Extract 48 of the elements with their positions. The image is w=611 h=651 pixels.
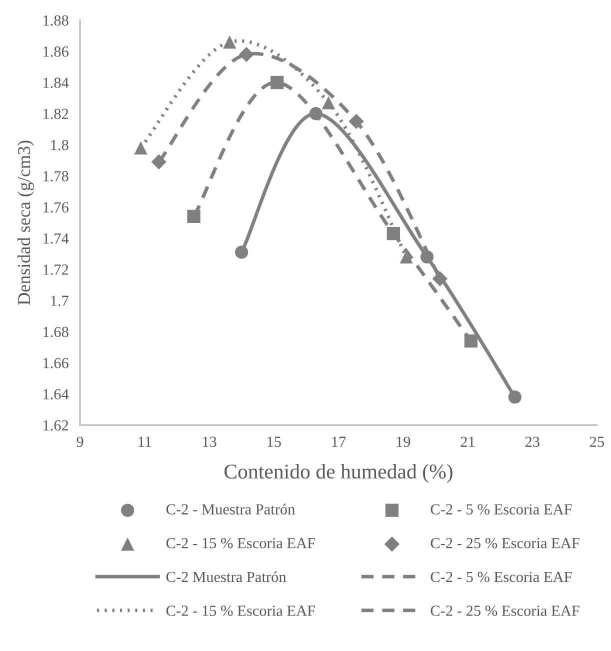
point (151, 154, 166, 170)
y-tick-label: 1.68 (44, 326, 68, 338)
x-tick-label: 19 (396, 436, 410, 447)
y-tick-label: 1.66 (44, 358, 68, 368)
point (134, 141, 148, 154)
point (386, 226, 400, 240)
y-tick-label: 1.86 (44, 46, 68, 57)
y-tick-label: 1.62 (44, 420, 68, 431)
y-tick-label: 1.74 (44, 233, 69, 244)
legend-label: C-2 Muestra Patrón (166, 571, 286, 582)
x-axis-title: Contenido de humedad (%) (224, 464, 452, 483)
point (270, 76, 284, 90)
legend-label: C-2 - 5 % Escoria EAF (430, 572, 572, 582)
point (322, 96, 336, 110)
x-tick-label: 23 (525, 436, 540, 447)
y-tick-label: 1.88 (44, 15, 68, 26)
x-tick-label: 11 (138, 436, 152, 447)
y-tick-label: 1.76 (44, 202, 68, 213)
point (187, 210, 200, 223)
x-tick-label: 15 (268, 436, 281, 447)
point (348, 114, 364, 130)
y-tick-label: 1.78 (44, 171, 68, 182)
legend-label: C-2 - 25 % Escoria EAF (430, 606, 580, 616)
y-tick-label: 1.64 (44, 389, 69, 400)
legend-label: C-2 - 25 % Escoria EAF (430, 538, 580, 548)
legend-label: C-2 - 15 % Escoria EAF (166, 606, 316, 616)
y-tick-label: 1.8 (51, 140, 68, 150)
y-tick-label: 1.72 (44, 264, 68, 275)
point (420, 250, 434, 264)
y-tick-label: 1.82 (44, 108, 68, 120)
y-axis-title: Densidad seca (g/cm3) (17, 140, 34, 305)
point (234, 246, 248, 259)
legend-label: C-2 - 5 % Escoria EAF (430, 504, 572, 515)
legend-label: C-2 - Muestra Patrón (166, 504, 295, 514)
point (432, 271, 448, 286)
point (223, 35, 236, 49)
point (238, 46, 254, 62)
point (508, 390, 522, 404)
point (309, 107, 322, 120)
x-tick-label: 25 (590, 436, 604, 447)
x-tick-label: 9 (76, 436, 84, 447)
point (464, 334, 478, 348)
y-tick-label: 1.7 (51, 296, 68, 306)
legend-label: C-2 - 15 % Escoria EAF (166, 538, 316, 548)
y-tick-label: 1.84 (44, 78, 69, 88)
x-tick-label: 17 (332, 436, 346, 447)
x-tick-label: 21 (460, 436, 474, 447)
x-tick-label: 13 (202, 436, 216, 447)
